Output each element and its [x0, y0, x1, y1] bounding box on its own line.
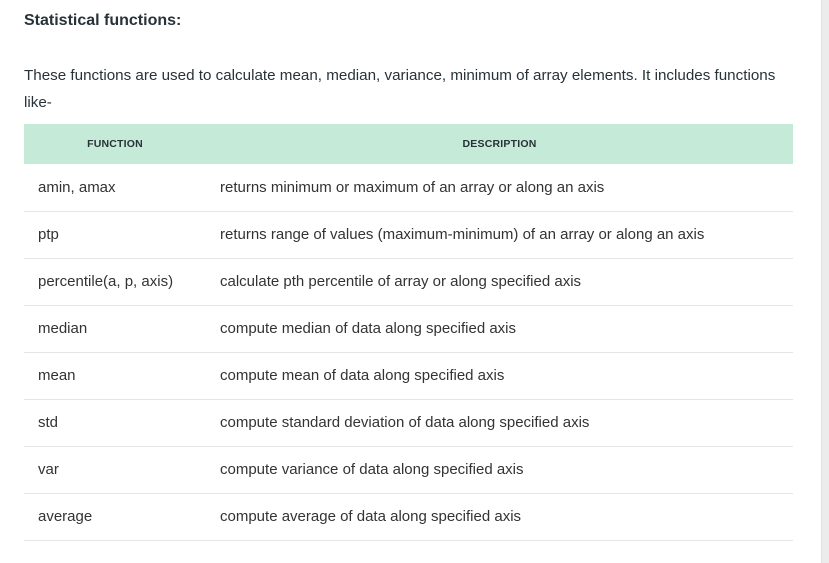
- function-name-cell: average: [38, 508, 93, 525]
- description-cell: compute standard deviation of data along…: [220, 414, 590, 431]
- description-cell: compute average of data along specified …: [220, 508, 522, 525]
- description-cell: returns range of values (maximum-minimum…: [220, 226, 705, 243]
- table-row: mean compute mean of data along specifie…: [24, 352, 793, 399]
- description-cell: calculate pth percentile of array or alo…: [220, 273, 582, 290]
- description-cell: returns minimum or maximum of an array o…: [220, 178, 605, 196]
- table-row: average compute average of data along sp…: [24, 493, 793, 540]
- function-name-cell: std: [38, 414, 59, 431]
- table-row: ptp returns range of values (maximum-min…: [24, 211, 793, 258]
- function-name-cell: amin, amax: [38, 178, 116, 196]
- table-row: percentile(a, p, axis) calculate pth per…: [24, 258, 793, 305]
- function-name-cell: percentile(a, p, axis): [38, 273, 174, 290]
- table-header: FUNCTION DESCRIPTION: [24, 124, 793, 164]
- table-row: std compute standard deviation of data a…: [24, 399, 793, 446]
- table-row: median compute median of data along spec…: [24, 305, 793, 352]
- scrollbar-track[interactable]: [821, 0, 829, 563]
- function-name-cell: mean: [38, 367, 76, 384]
- functions-table: FUNCTION DESCRIPTION amin, amax returns …: [24, 124, 793, 541]
- description-cell: compute mean of data along specified axi…: [220, 367, 505, 384]
- function-name-cell: ptp: [38, 226, 59, 243]
- table-body: amin, amax returns minimum or maximum of…: [24, 164, 793, 540]
- description-cell: compute median of data along specified a…: [220, 320, 517, 337]
- table-row: var compute variance of data along speci…: [24, 446, 793, 493]
- intro-paragraph: These functions are used to calculate me…: [24, 67, 776, 111]
- section-heading: Statistical functions:: [24, 12, 182, 29]
- function-name-cell: var: [38, 461, 59, 478]
- table-row: amin, amax returns minimum or maximum of…: [24, 164, 793, 211]
- column-header-function: FUNCTION: [87, 138, 143, 150]
- table-header-row: FUNCTION DESCRIPTION: [24, 124, 793, 164]
- column-header-description: DESCRIPTION: [462, 138, 537, 150]
- description-cell: compute variance of data along specified…: [220, 461, 524, 478]
- function-name-cell: median: [38, 320, 88, 337]
